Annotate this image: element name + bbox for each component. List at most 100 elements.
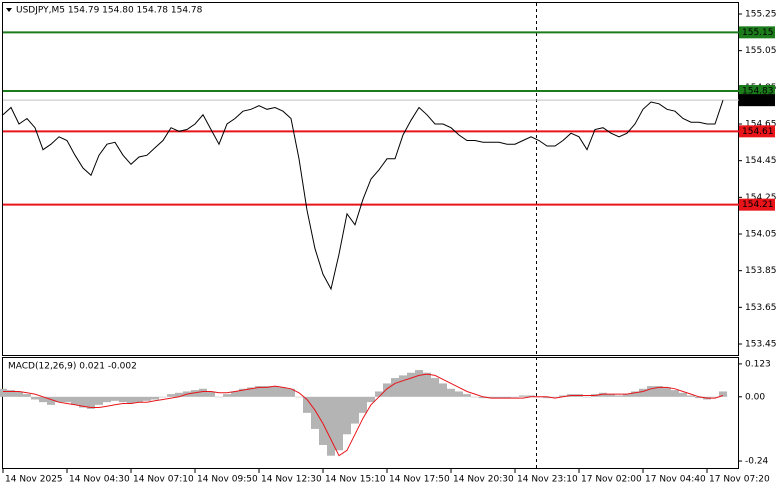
histogram-bar [7, 390, 15, 397]
histogram-bar [455, 391, 463, 397]
histogram-bar [631, 391, 639, 397]
signal-line [3, 373, 724, 457]
histogram-bar [639, 388, 647, 397]
histogram-bar [231, 391, 239, 397]
histogram-bar [623, 394, 631, 397]
histogram-bar [167, 394, 175, 397]
macd-frame [2, 357, 739, 469]
histogram-bar [319, 396, 327, 445]
histogram-bar [143, 396, 151, 401]
price-panel: 155.25155.05154.85154.65154.45154.25154.… [2, 10, 777, 485]
histogram-bar [551, 396, 559, 398]
histogram-bar [583, 396, 591, 398]
histogram-bar [671, 390, 679, 397]
macd-title: MACD(12,26,9) 0.021 -0.002 [8, 362, 137, 372]
histogram-bar [255, 386, 263, 397]
histogram-bar [719, 391, 727, 397]
x-tick-label: 14 Nov 20:30 [453, 475, 514, 485]
histogram-bar [695, 396, 703, 399]
histogram-bar [31, 396, 39, 400]
histogram-bar [607, 394, 615, 397]
histogram-bar [375, 391, 383, 397]
x-tick-label: 17 Nov 04:40 [645, 475, 706, 485]
histogram-bar [599, 392, 607, 397]
histogram-bar [135, 396, 143, 403]
histogram-bar [407, 372, 415, 397]
histogram-bar [351, 396, 359, 424]
histogram-bar [79, 396, 87, 408]
histogram-bar [191, 390, 199, 397]
histogram-bar [615, 395, 623, 397]
chart-title: USDJPY,M5 154.79 154.80 154.78 154.78 [16, 6, 203, 16]
histogram-bar [71, 396, 79, 405]
level-label: 155.15 [742, 28, 774, 38]
histogram-bar [471, 396, 479, 398]
histogram-bar [55, 396, 63, 403]
last-price-label: 154.78 [742, 96, 774, 106]
histogram-bar [559, 395, 567, 397]
level-label: 154.21 [742, 200, 774, 210]
histogram-bar [495, 396, 503, 399]
histogram-bar [159, 396, 167, 398]
price-line [2, 100, 724, 291]
histogram-bar [295, 396, 303, 398]
histogram-bar [391, 378, 399, 397]
histogram-bar [263, 386, 271, 397]
histogram-bar [447, 388, 455, 397]
x-tick-label: 14 Nov 23:10 [517, 475, 578, 485]
histogram-bar [223, 394, 231, 397]
y-tick-label: 154.65 [745, 120, 777, 130]
histogram-bar [303, 396, 311, 413]
histogram-bar [151, 396, 159, 400]
histogram-bar [367, 396, 375, 403]
histogram-bar [415, 370, 423, 397]
histogram-bar [23, 394, 31, 397]
histogram-bar [383, 383, 391, 397]
histogram-bar [127, 396, 135, 404]
x-tick-label: 14 Nov 2025 [5, 475, 63, 485]
histogram-bar [287, 388, 295, 397]
histogram-bar [487, 396, 495, 399]
price-frame [2, 2, 739, 356]
level-label: 154.61 [742, 127, 774, 137]
histogram-bar [247, 387, 255, 397]
y-tick-label: 153.65 [745, 303, 777, 313]
macd-panel: 0.123 0.00 -0.24 [0, 359, 771, 467]
histogram-bar [199, 388, 207, 397]
level-label: 154.83 [742, 87, 774, 97]
histogram-bar [663, 387, 671, 397]
y-tick-label: -0.24 [745, 457, 769, 467]
histogram-bar [439, 383, 447, 397]
histogram-bar [463, 394, 471, 397]
histogram-bar [95, 396, 103, 405]
level-label-box [739, 125, 775, 138]
histogram-bar [399, 375, 407, 397]
histogram-bar [655, 386, 663, 397]
histogram-bar [647, 386, 655, 397]
x-tick-label: 17 Nov 07:20 [709, 475, 770, 485]
histogram-bar [335, 396, 343, 451]
histogram-bar [527, 395, 535, 397]
histogram-bar [519, 395, 527, 397]
histogram-bar [271, 386, 279, 397]
histogram-bar [119, 396, 127, 403]
last-price-box [739, 94, 775, 107]
y-tick-label: 0.00 [745, 392, 765, 402]
x-tick-label: 14 Nov 09:50 [197, 475, 258, 485]
histogram-bar [311, 396, 319, 429]
histogram-bar [103, 396, 111, 403]
histogram-bar [423, 372, 431, 397]
y-tick-label: 153.45 [745, 340, 777, 350]
histogram-bar [511, 396, 519, 398]
y-tick-label: 154.25 [745, 193, 777, 203]
histogram-bar [687, 395, 695, 397]
dropdown-icon[interactable] [6, 8, 12, 12]
y-tick-label: 154.45 [745, 156, 777, 166]
histogram-bar [207, 391, 215, 397]
level-label-box [739, 198, 775, 211]
histogram-bar [215, 396, 223, 398]
x-tick-label: 14 Nov 07:10 [133, 475, 194, 485]
